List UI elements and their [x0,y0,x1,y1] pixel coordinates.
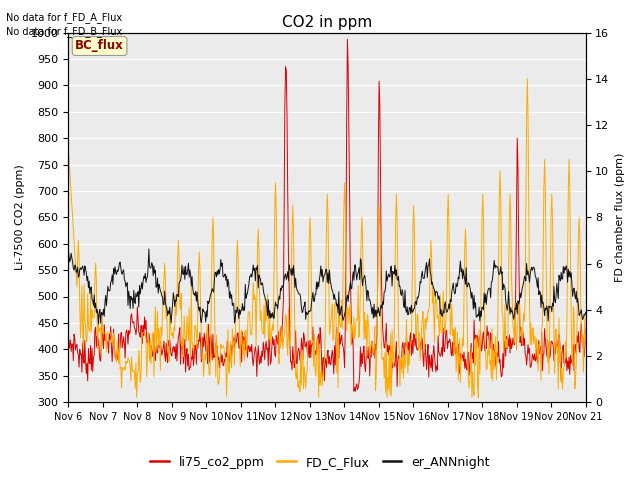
Text: BC_flux: BC_flux [76,39,124,52]
Text: No data for f_FD_B_Flux: No data for f_FD_B_Flux [6,26,123,37]
Title: CO2 in ppm: CO2 in ppm [282,15,372,30]
Y-axis label: FD chamber flux (ppm): FD chamber flux (ppm) [615,153,625,282]
Legend: li75_co2_ppm, FD_C_Flux, er_ANNnight: li75_co2_ppm, FD_C_Flux, er_ANNnight [145,451,495,474]
Y-axis label: Li-7500 CO2 (ppm): Li-7500 CO2 (ppm) [15,165,25,270]
Text: No data for f_FD_A_Flux: No data for f_FD_A_Flux [6,12,122,23]
